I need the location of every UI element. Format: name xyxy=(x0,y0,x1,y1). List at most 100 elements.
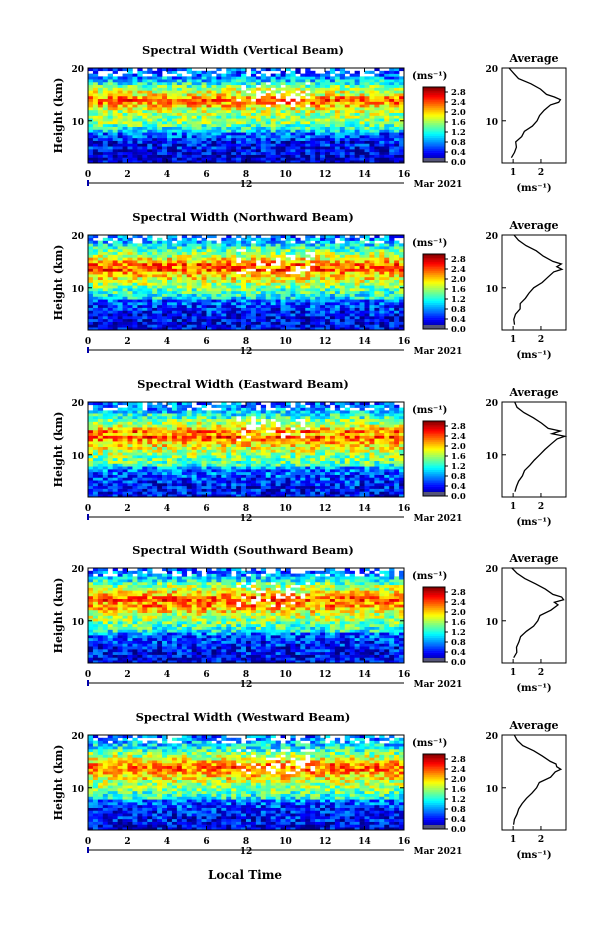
heatmap-cell xyxy=(216,285,222,289)
heatmap-cell xyxy=(162,84,168,88)
heatmap-cell xyxy=(325,70,331,74)
heatmap-cell xyxy=(389,316,395,320)
heatmap-cell xyxy=(137,310,143,314)
heatmap-cell xyxy=(236,279,242,283)
heatmap-cell xyxy=(275,302,281,306)
heatmap-cell xyxy=(334,316,341,320)
heatmap-cell xyxy=(265,237,271,241)
heatmap-cell xyxy=(325,494,331,498)
heatmap-cell xyxy=(196,474,202,478)
heatmap-cell xyxy=(236,123,242,127)
heatmap-cell xyxy=(167,302,173,306)
heatmap-cell xyxy=(384,293,390,297)
heatmap-cell xyxy=(339,302,346,306)
heatmap-cell xyxy=(102,121,109,125)
heatmap-cell xyxy=(255,98,262,102)
heatmap-cell xyxy=(275,299,281,303)
heatmap-cell xyxy=(162,129,168,133)
heatmap-cell xyxy=(334,480,341,484)
heatmap-cell xyxy=(339,276,346,280)
heatmap-cell xyxy=(226,248,232,253)
heatmap-cell xyxy=(206,307,212,311)
heatmap-cell xyxy=(310,288,316,292)
heatmap-cell xyxy=(157,140,163,144)
heatmap-cell xyxy=(147,321,153,325)
heatmap-cell xyxy=(226,121,232,125)
heatmap-cell xyxy=(231,154,237,158)
heatmap-cell xyxy=(285,160,291,164)
heatmap-cell xyxy=(389,268,395,272)
heatmap-cell xyxy=(320,98,326,102)
heatmap-cell xyxy=(157,248,163,253)
heatmap-cell xyxy=(246,257,252,261)
heatmap-cell xyxy=(280,310,286,314)
heatmap-cell xyxy=(211,95,217,100)
heatmap-cell xyxy=(176,477,183,481)
heatmap-cell xyxy=(92,483,99,487)
heatmap-cell xyxy=(349,123,355,127)
heatmap-cell xyxy=(379,268,385,272)
heatmap-cell xyxy=(349,101,355,105)
heatmap-cell xyxy=(285,154,291,158)
heatmap-cell xyxy=(191,469,197,473)
heatmap-cell xyxy=(344,265,350,269)
heatmap-cell xyxy=(280,494,286,498)
heatmap-cell xyxy=(384,151,390,155)
heatmap-cell xyxy=(369,271,375,275)
heatmap-cell xyxy=(344,310,350,314)
heatmap-cell xyxy=(399,488,405,492)
colorbar-segment xyxy=(423,272,445,275)
heatmap-cell xyxy=(369,115,375,119)
heatmap-cell xyxy=(162,81,168,86)
heatmap-cell xyxy=(369,293,375,297)
average-profile-line xyxy=(513,234,564,325)
heatmap-cell xyxy=(250,483,257,487)
heatmap-cell xyxy=(186,480,192,484)
heatmap-cell xyxy=(206,268,212,272)
heatmap-cell xyxy=(389,123,395,127)
heatmap-cells xyxy=(88,235,405,331)
heatmap-cell xyxy=(88,307,94,311)
heatmap-cell xyxy=(325,324,331,328)
heatmap-cell xyxy=(107,135,113,139)
heatmap-cell xyxy=(216,257,222,261)
heatmap-cell xyxy=(92,95,99,100)
heatmap-cell xyxy=(310,290,316,294)
heatmap-cell xyxy=(137,149,143,153)
heatmap-cell xyxy=(320,154,326,158)
heatmap-cell xyxy=(265,327,271,331)
colorbar-segment xyxy=(423,92,445,95)
heatmap-cell xyxy=(132,246,138,250)
heatmap-cell xyxy=(280,137,286,141)
heatmap-cell xyxy=(305,248,311,253)
heatmap-cell xyxy=(112,279,118,283)
heatmap-cell xyxy=(127,254,133,258)
heatmap-cell xyxy=(236,254,242,258)
heatmap-cell xyxy=(349,477,355,481)
heatmap-cell xyxy=(275,73,281,77)
heatmap-cell xyxy=(339,285,346,289)
heatmap-cell xyxy=(236,494,242,498)
heatmap-cell xyxy=(300,137,306,141)
heatmap-cell xyxy=(285,257,291,261)
heatmap-cell xyxy=(132,304,138,308)
heatmap-cell xyxy=(295,79,301,83)
heatmap-cell xyxy=(339,95,346,100)
heatmap-cell xyxy=(246,143,252,147)
heatmap-cell xyxy=(320,121,326,125)
heatmap-cell xyxy=(349,268,355,272)
heatmap-cell xyxy=(334,285,341,289)
heatmap-cell xyxy=(152,302,158,306)
heatmap-cell xyxy=(231,90,237,94)
heatmap-cell xyxy=(359,293,365,297)
heatmap-cell xyxy=(275,248,281,253)
heatmap-cell xyxy=(122,115,128,119)
heatmap-cell xyxy=(92,260,99,264)
heatmap-cell xyxy=(384,248,390,253)
heatmap-cell xyxy=(290,246,296,250)
heatmap-cell xyxy=(285,121,291,125)
heatmap-cell xyxy=(349,98,355,102)
heatmap-cell xyxy=(171,257,178,261)
heatmap-cell xyxy=(132,235,138,239)
heatmap-cell xyxy=(369,79,375,83)
